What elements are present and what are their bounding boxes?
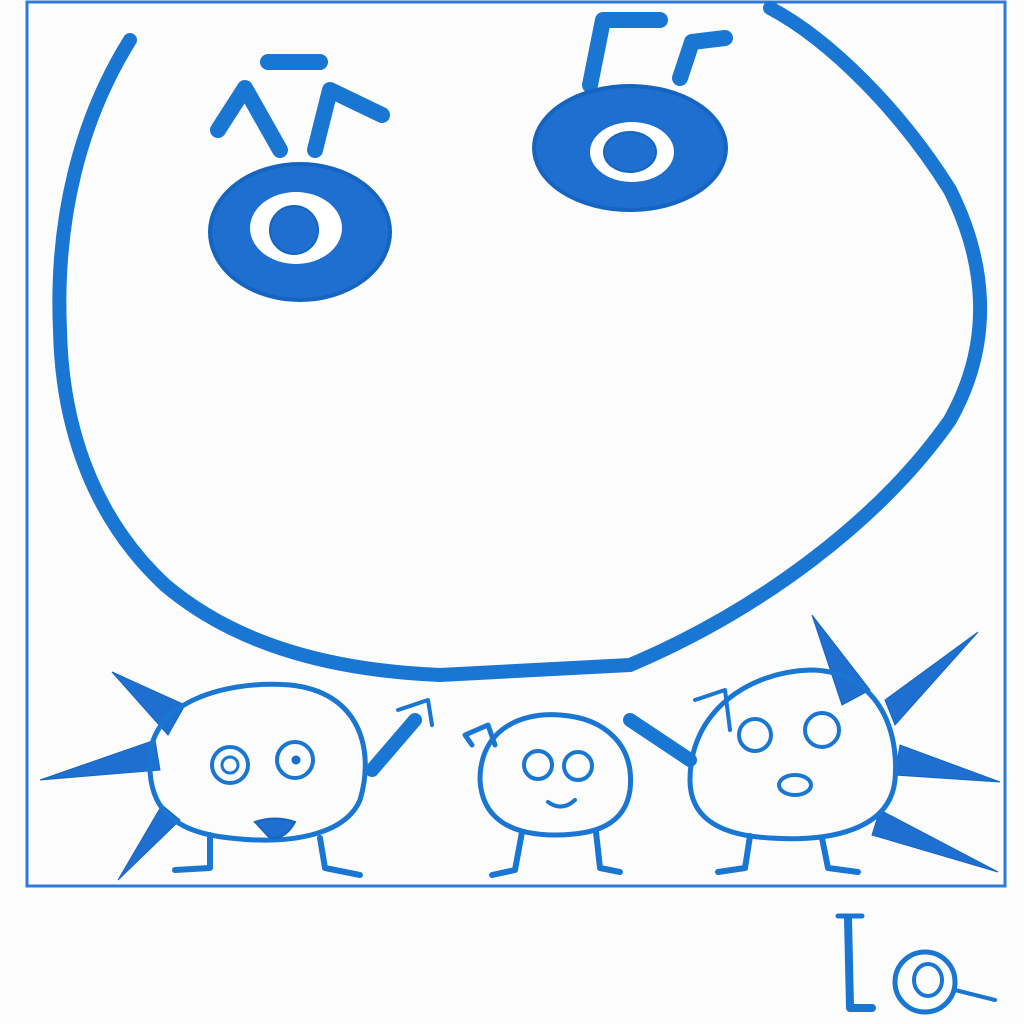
drawing-frame [25,0,1007,888]
big-head-outline [52,1,987,682]
creature-left [39,671,434,881]
creature-right [623,614,1001,875]
left-eye [208,54,392,302]
right-eye [532,12,733,212]
creature-middle [462,712,634,878]
signature-mark [835,913,997,1015]
